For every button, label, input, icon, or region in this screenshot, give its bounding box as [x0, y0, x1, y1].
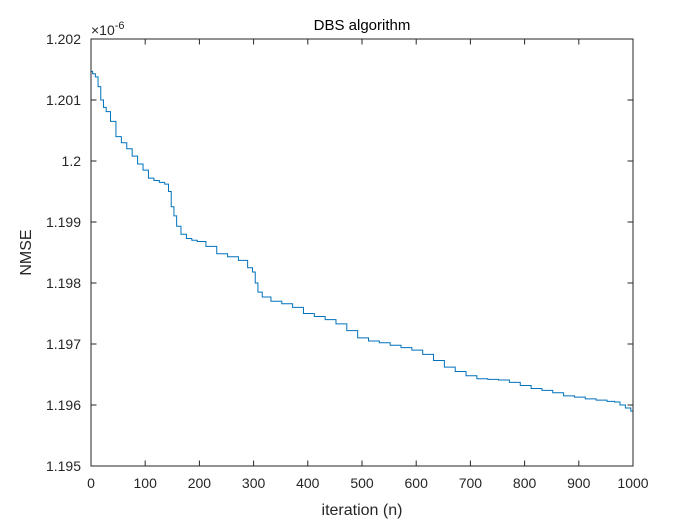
y-tick-label: 1.197: [46, 336, 81, 352]
y-tick-label: 1.2: [62, 153, 82, 169]
x-tick-label: 200: [188, 475, 212, 491]
x-tick-label: 100: [134, 475, 158, 491]
x-tick-label: 900: [567, 475, 591, 491]
series-layer: [91, 70, 633, 412]
y-axis-label: NMSE: [18, 229, 35, 275]
x-tick-label: 800: [513, 475, 537, 491]
y-tick-label: 1.198: [46, 275, 81, 291]
x-axis-label: iteration (n): [322, 502, 403, 519]
y-tick-label: 1.201: [46, 92, 81, 108]
y-tick-label: 1.196: [46, 397, 81, 413]
series-line-0: [91, 70, 633, 412]
x-tick-label: 500: [350, 475, 374, 491]
y-axis-exponent: ×10-6: [91, 20, 125, 38]
y-axis-exponent-power: -6: [115, 20, 125, 32]
x-tick-label: 700: [459, 475, 483, 491]
y-tick-label: 1.202: [46, 31, 81, 47]
y-axis-exponent-base: ×10: [91, 22, 115, 38]
plot-frame: [90, 38, 634, 467]
y-tick-label: 1.199: [46, 214, 81, 230]
chart-title: DBS algorithm: [314, 17, 411, 34]
y-tick-label: 1.195: [46, 458, 81, 474]
x-tick-label: 600: [405, 475, 429, 491]
plot-area: [91, 39, 633, 466]
ticks-layer: 0 100 200 300 400 500 600 700 800 900 1000 1.195 1.1…: [46, 31, 649, 491]
x-tick-label: 1000: [617, 475, 648, 491]
x-tick-label: 400: [296, 475, 320, 491]
x-tick-label: 300: [242, 475, 266, 491]
x-tick-label: 0: [87, 475, 95, 491]
